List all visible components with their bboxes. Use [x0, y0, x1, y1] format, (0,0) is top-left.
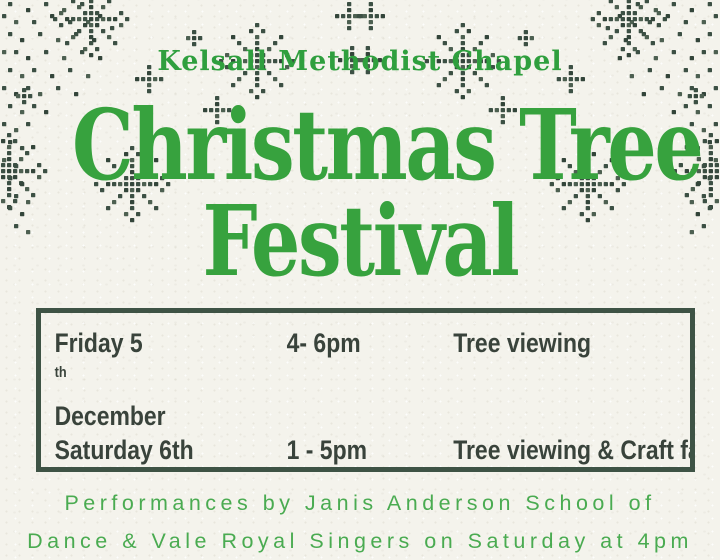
poster-title-line2: Festival: [202, 184, 520, 298]
schedule-time: 1 - 5pm: [286, 435, 368, 465]
schedule-event: Tree viewing: [453, 328, 592, 358]
performances-note: Performances by Janis Anderson School of…: [0, 484, 720, 560]
poster-title: Christmas Tree Festival: [0, 88, 720, 298]
performances-note-line1: Performances by Janis Anderson School of: [64, 491, 656, 515]
schedule-day: Saturday 6th December: [54, 435, 194, 465]
poster-title-line1: Christmas Tree: [72, 88, 704, 202]
schedule-row: Saturday 6th December 1 - 5pm Tree viewi…: [54, 433, 695, 467]
schedule-event: Tree viewing & Craft fair: [453, 435, 695, 465]
schedule-time: 4- 6pm: [286, 328, 361, 358]
performances-note-line2: Dance & Vale Royal Singers on Saturday a…: [27, 529, 693, 553]
chapel-name-heading: Kelsall Methodist Chapel: [157, 46, 563, 77]
